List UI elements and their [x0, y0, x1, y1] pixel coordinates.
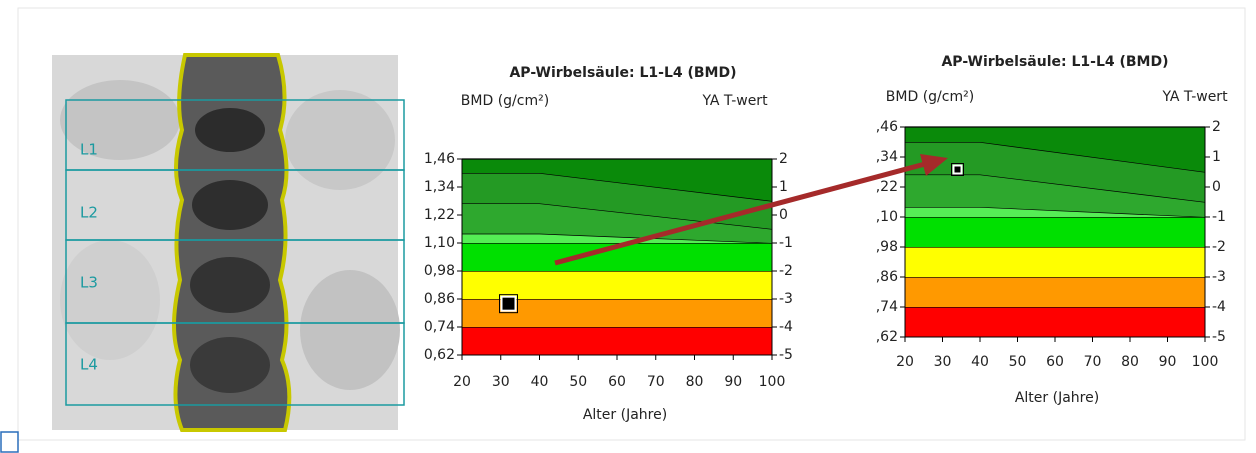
corner-box: [1, 432, 18, 452]
x-tick-label: 80: [686, 374, 704, 390]
area-band: [462, 327, 772, 355]
page: L1 L2 L3 L4 AP-Wirbelsäule: L1-L4 (BMD) BMD …: [0, 0, 1256, 453]
patient-marker: [502, 297, 516, 311]
y-tick-label: 1,34: [424, 179, 455, 195]
x-axis-label: Alter (Jahre): [1015, 390, 1099, 406]
x-tick-label: 100: [1192, 354, 1219, 370]
y-tick-label: ,46: [876, 119, 898, 135]
y-tick-label: ,98: [876, 239, 898, 255]
y2-tick-label: -2: [779, 263, 793, 279]
y2-tick-label: -1: [1212, 209, 1226, 225]
y2-tick-label: 0: [1212, 179, 1221, 195]
y2-tick-label: -1: [779, 235, 793, 251]
x-tick-label: 20: [896, 354, 914, 370]
y2-tick-label: 1: [1212, 149, 1221, 165]
area-band: [905, 247, 1205, 277]
y2-tick-label: -4: [779, 319, 793, 335]
y-tick-label: 0,62: [424, 347, 455, 363]
area-band: [905, 277, 1205, 307]
y2-tick-label: -3: [1212, 269, 1226, 285]
x-tick-label: 90: [1159, 354, 1177, 370]
y-tick-label: ,86: [876, 269, 898, 285]
x-tick-label: 70: [647, 374, 665, 390]
y2-tick-label: -3: [779, 291, 793, 307]
x-axis-label: Alter (Jahre): [583, 407, 667, 423]
y2-tick-label: -5: [1212, 329, 1226, 345]
x-tick-label: 90: [724, 374, 742, 390]
x-tick-label: 30: [492, 374, 510, 390]
y2-tick-label: -2: [1212, 239, 1226, 255]
patient-marker: [954, 166, 962, 174]
y-tick-label: 1,10: [424, 235, 455, 251]
vertebra-label: L4: [80, 356, 98, 374]
y2-axis-label: YA T-wert: [701, 93, 768, 109]
x-tick-label: 20: [453, 374, 471, 390]
x-tick-label: 60: [608, 374, 626, 390]
vertebra-label: L1: [80, 141, 98, 159]
x-tick-label: 80: [1121, 354, 1139, 370]
x-tick-label: 40: [971, 354, 989, 370]
y-tick-label: 1,46: [424, 151, 455, 167]
y2-tick-label: 2: [1212, 119, 1221, 135]
x-tick-label: 30: [934, 354, 952, 370]
y2-tick-label: -4: [1212, 299, 1226, 315]
x-tick-label: 40: [531, 374, 549, 390]
y2-tick-label: -5: [779, 347, 793, 363]
x-tick-label: 70: [1084, 354, 1102, 370]
y-tick-label: ,74: [876, 299, 898, 315]
chart-title: AP-Wirbelsäule: L1-L4 (BMD): [941, 54, 1168, 70]
area-band: [905, 217, 1205, 247]
y-axis-label: BMD (g/cm²): [461, 93, 549, 109]
y2-axis-label: YA T-wert: [1161, 89, 1228, 105]
chart-title: AP-Wirbelsäule: L1-L4 (BMD): [509, 65, 736, 81]
y-tick-label: ,62: [876, 329, 898, 345]
x-tick-label: 50: [569, 374, 587, 390]
area-band: [905, 307, 1205, 337]
y2-tick-label: 0: [779, 207, 788, 223]
y-tick-label: ,10: [876, 209, 898, 225]
y-tick-label: 0,98: [424, 263, 455, 279]
vertebra-label: L3: [80, 274, 98, 292]
y-tick-label: 1,22: [424, 207, 455, 223]
y-axis-label: BMD (g/cm²): [886, 89, 974, 105]
y-tick-label: 0,86: [424, 291, 455, 307]
spine-scan: L1 L2 L3 L4: [52, 55, 404, 430]
x-tick-label: 100: [759, 374, 786, 390]
y2-tick-label: 2: [779, 151, 788, 167]
y2-tick-label: 1: [779, 179, 788, 195]
y-tick-label: ,34: [876, 149, 898, 165]
vertebra-label: L2: [80, 204, 98, 222]
x-tick-label: 50: [1009, 354, 1027, 370]
y-tick-label: 0,74: [424, 319, 455, 335]
y-tick-label: ,22: [876, 179, 898, 195]
x-tick-label: 60: [1046, 354, 1064, 370]
